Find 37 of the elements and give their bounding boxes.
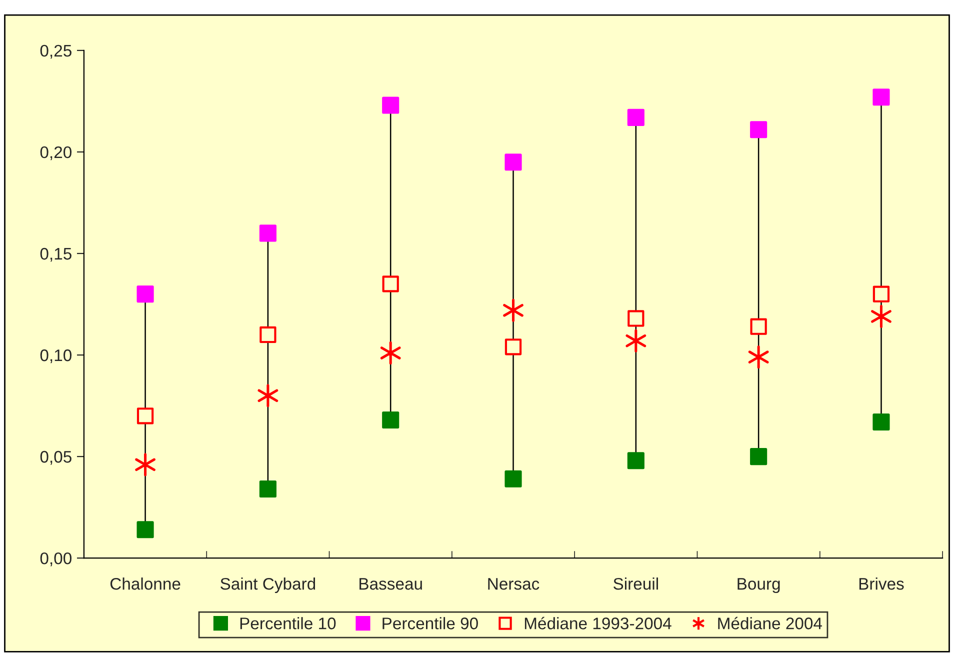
point xyxy=(628,310,644,327)
x-tick-label: Bourg xyxy=(738,578,780,594)
legend-label: Percentile 90 xyxy=(382,617,478,630)
y-tick-label: 0,15 xyxy=(40,248,72,262)
point xyxy=(504,154,522,171)
point xyxy=(872,286,890,302)
x-tick-label: Chalonne xyxy=(110,578,180,590)
point xyxy=(136,408,154,424)
point xyxy=(627,108,644,126)
legend-label: Percentile 10 xyxy=(240,617,336,630)
point xyxy=(504,470,522,488)
point xyxy=(504,338,522,356)
point xyxy=(382,96,400,114)
point xyxy=(382,411,400,429)
point xyxy=(750,448,768,466)
y-tick-label: 0,00 xyxy=(40,552,72,566)
y-tick-label: 0,25 xyxy=(40,44,72,59)
point xyxy=(382,276,399,292)
x-tick-label: Nersac xyxy=(488,578,540,590)
x-tick-label: Brives xyxy=(859,578,904,590)
point xyxy=(259,224,276,242)
point xyxy=(872,88,890,106)
y-tick-label: 0,05 xyxy=(40,450,72,465)
point xyxy=(750,318,767,335)
legend-label: Médiane 1993-2004 xyxy=(524,616,672,630)
y-tick-label: 0,20 xyxy=(40,146,72,160)
y-tick-label: 0,10 xyxy=(40,349,72,364)
point xyxy=(136,286,154,303)
x-tick-label: Sireuil xyxy=(614,578,658,590)
x-tick-label: Basseau xyxy=(360,578,422,590)
point xyxy=(136,521,154,538)
x-tick-label: Saint Cybard xyxy=(220,578,316,594)
point xyxy=(627,452,644,470)
point xyxy=(260,326,276,344)
point xyxy=(872,413,890,431)
point xyxy=(750,121,768,138)
point xyxy=(259,480,276,498)
